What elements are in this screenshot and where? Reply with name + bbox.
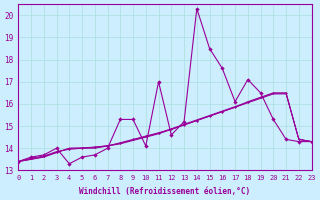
X-axis label: Windchill (Refroidissement éolien,°C): Windchill (Refroidissement éolien,°C) xyxy=(79,187,251,196)
